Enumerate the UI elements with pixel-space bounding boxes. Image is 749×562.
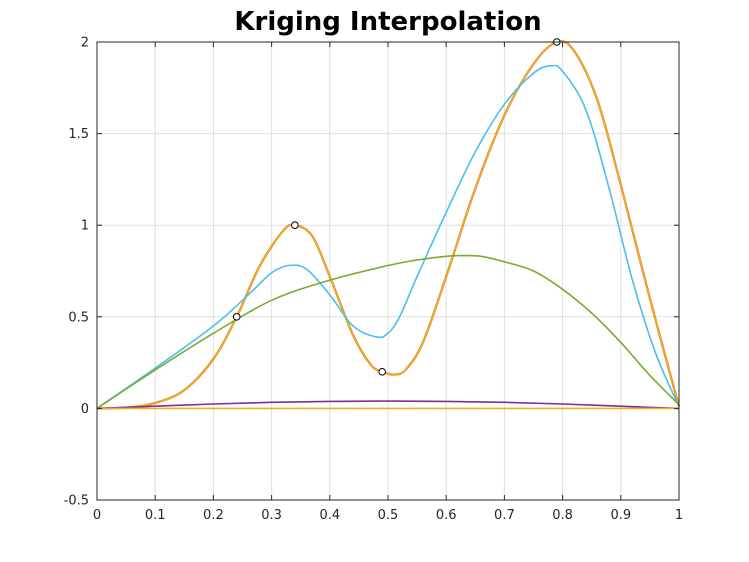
y-tick-label: 0 bbox=[81, 402, 89, 417]
x-tick-label: 0.1 bbox=[145, 508, 166, 523]
axis-ticks: 0 0.1 0.2 0.3 0.4 0.5 0.6 0.7 0.8 0.9 1 -0.5 0 0.5 1 1.… bbox=[64, 36, 684, 524]
series-line-5 bbox=[96, 400, 680, 410]
x-tick-label: 0.9 bbox=[610, 508, 631, 523]
data-point bbox=[378, 367, 386, 376]
x-tick-label: 1 bbox=[675, 508, 683, 523]
x-tick-label: 0.2 bbox=[203, 508, 224, 523]
x-tick-label: 0.6 bbox=[436, 508, 457, 523]
y-tick-label: 1.5 bbox=[68, 127, 89, 142]
data-point bbox=[291, 221, 299, 229]
data-points bbox=[232, 38, 561, 376]
series-line-2 bbox=[96, 40, 680, 410]
x-tick-label: 0.3 bbox=[261, 508, 282, 523]
y-tick-label: -0.5 bbox=[64, 494, 89, 509]
chart-title: Kriging Interpolation bbox=[234, 7, 541, 37]
data-point bbox=[232, 313, 241, 321]
x-tick-label: 0 bbox=[93, 508, 101, 523]
y-tick-label: 0.5 bbox=[68, 310, 89, 325]
y-tick-label: 1 bbox=[81, 219, 89, 234]
x-tick-label: 0.7 bbox=[494, 508, 515, 523]
x-tick-label: 0.5 bbox=[378, 508, 399, 523]
x-tick-label: 0.4 bbox=[319, 508, 340, 523]
y-tick-label: 2 bbox=[81, 36, 89, 51]
x-tick-label: 0.8 bbox=[552, 508, 573, 523]
series-line-3 bbox=[96, 64, 680, 410]
